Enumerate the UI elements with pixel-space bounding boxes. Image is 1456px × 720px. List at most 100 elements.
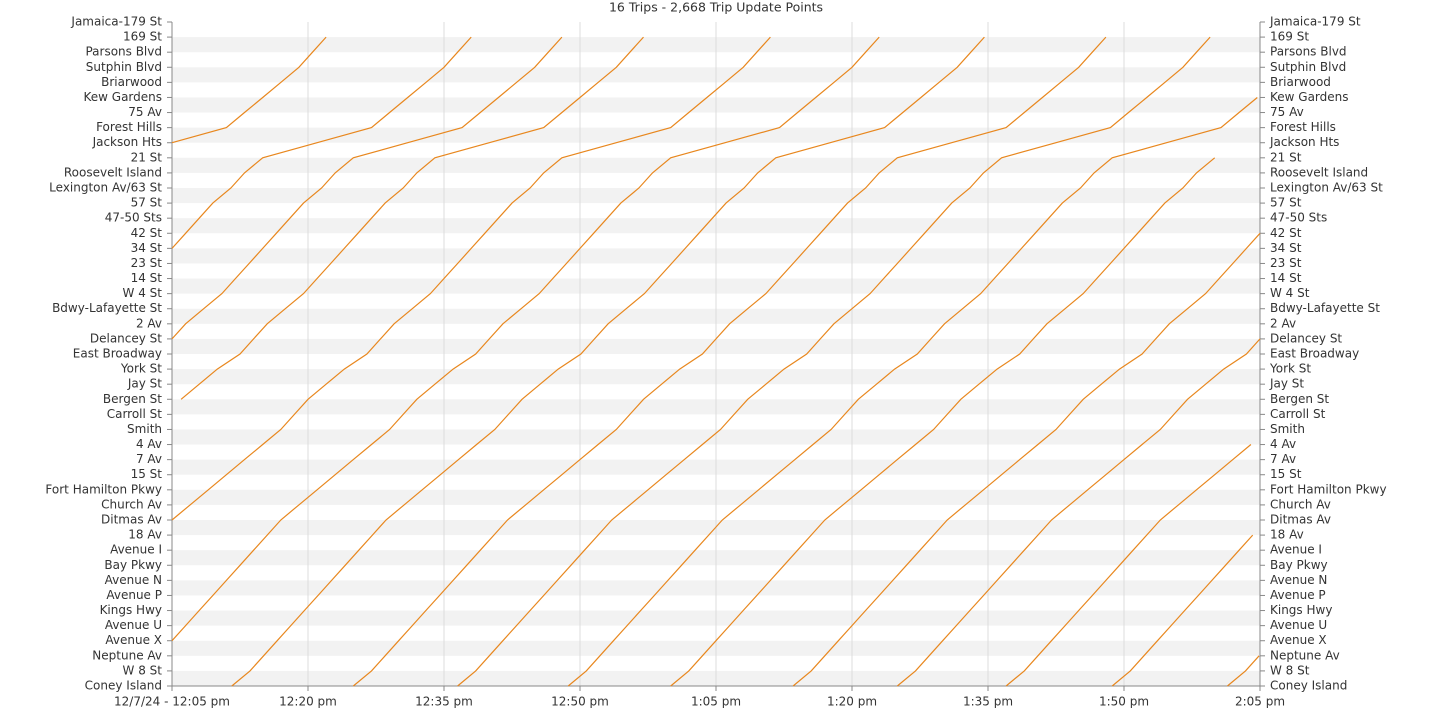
y-tick-label-right: Delancey St	[1270, 331, 1342, 345]
trip-line	[171, 36, 563, 340]
trip-line	[1227, 655, 1260, 687]
y-tick-label-right: 34 St	[1270, 241, 1302, 255]
trip-line	[231, 36, 985, 687]
y-tick-label-right: 42 St	[1270, 226, 1302, 240]
y-tick-label-right: York St	[1269, 362, 1311, 376]
y-tick-label: 2 Av	[136, 316, 162, 330]
y-tick-label-right: 21 St	[1270, 150, 1302, 164]
y-tick-label-right: 7 Av	[1270, 452, 1296, 466]
y-tick-label-right: 47-50 Sts	[1270, 211, 1327, 225]
y-tick-label: Avenue U	[105, 618, 162, 632]
trip-line	[1111, 534, 1254, 687]
x-tick-label: 12/7/24 - 12:05 pm	[114, 695, 230, 709]
y-tick-label: Jackson Hts	[92, 135, 162, 149]
y-tick-label: W 8 St	[123, 663, 163, 677]
y-tick-label: Delancey St	[90, 331, 162, 345]
y-tick-label: 15 St	[131, 467, 163, 481]
y-tick-label-right: 2 Av	[1270, 316, 1296, 330]
y-tick-label: Bergen St	[103, 392, 162, 406]
y-tick-label: East Broadway	[73, 347, 162, 361]
x-tick-label: 12:35 pm	[415, 695, 473, 709]
trip-line	[457, 36, 1211, 687]
y-tick-label: Avenue I	[110, 543, 162, 557]
y-tick-label-right: Sutphin Blvd	[1270, 60, 1346, 74]
y-tick-label-right: Bergen St	[1270, 392, 1329, 406]
y-tick-label-right: Carroll St	[1270, 407, 1326, 421]
y-tick-label-right: Kew Gardens	[1270, 90, 1349, 104]
y-tick-label: 4 Av	[136, 437, 162, 451]
y-tick-label: Church Av	[101, 497, 162, 511]
y-tick-label-right: Neptune Av	[1270, 648, 1340, 662]
y-tick-label-right: Ditmas Av	[1270, 513, 1331, 527]
y-tick-label-right: Avenue N	[1270, 573, 1327, 587]
y-tick-label: Forest Hills	[96, 120, 162, 134]
y-tick-label: Jamaica-179 St	[70, 15, 162, 29]
x-tick-label: 12:20 pm	[279, 695, 337, 709]
y-tick-label-right: 169 St	[1270, 30, 1309, 44]
y-tick-label-right: Avenue X	[1270, 633, 1327, 647]
y-tick-label-right: Forest Hills	[1270, 120, 1336, 134]
trip-line	[171, 36, 771, 521]
x-tick-label: 1:50 pm	[1099, 695, 1149, 709]
y-tick-label: Briarwood	[101, 75, 162, 89]
y-tick-label: Coney Island	[85, 679, 162, 693]
trip-line	[171, 36, 327, 144]
y-tick-label: Bay Pkwy	[104, 558, 162, 572]
y-tick-label-right: Lexington Av/63 St	[1270, 181, 1383, 195]
y-tick-label: W 4 St	[123, 286, 163, 300]
x-tick-label: 1:05 pm	[691, 695, 741, 709]
y-tick-label: Neptune Av	[92, 648, 162, 662]
y-tick-label: 42 St	[131, 226, 163, 240]
y-tick-label-right: Fort Hamilton Pkwy	[1270, 482, 1387, 496]
y-tick-label-right: 4 Av	[1270, 437, 1296, 451]
y-tick-label: 169 St	[123, 30, 162, 44]
y-tick-label-right: 75 Av	[1270, 105, 1304, 119]
trip-line	[792, 232, 1261, 687]
y-tick-label-right: Bay Pkwy	[1270, 558, 1328, 572]
trip-line	[352, 36, 1107, 687]
y-tick-label: 21 St	[131, 150, 163, 164]
y-tick-label-right: Jay St	[1269, 377, 1304, 391]
y-tick-label: Roosevelt Island	[64, 165, 162, 179]
y-tick-label: Kew Gardens	[83, 90, 162, 104]
y-tick-label: York St	[120, 362, 162, 376]
trip-line	[567, 97, 1258, 687]
y-tick-label-right: Avenue P	[1270, 588, 1326, 602]
y-tick-label: 23 St	[131, 256, 163, 270]
y-tick-label-right: 23 St	[1270, 256, 1302, 270]
y-tick-label: Carroll St	[107, 407, 163, 421]
x-tick-label: 1:35 pm	[963, 695, 1013, 709]
y-tick-label: Lexington Av/63 St	[49, 181, 162, 195]
y-tick-label: 14 St	[131, 271, 163, 285]
trip-line	[1005, 444, 1252, 687]
y-tick-label-right: East Broadway	[1270, 347, 1359, 361]
y-tick-label-right: W 4 St	[1270, 286, 1310, 300]
y-tick-label: Jay St	[127, 377, 162, 391]
y-tick-label-right: Kings Hwy	[1270, 603, 1332, 617]
y-tick-label-right: Church Av	[1270, 497, 1331, 511]
y-tick-label-right: Avenue U	[1270, 618, 1327, 632]
y-tick-label-right: Parsons Blvd	[1270, 45, 1347, 59]
x-tick-label: 12:50 pm	[551, 695, 609, 709]
y-tick-label-right: Smith	[1270, 422, 1305, 436]
y-tick-label: Sutphin Blvd	[86, 60, 162, 74]
trip-line	[670, 157, 1216, 687]
y-tick-label: 34 St	[131, 241, 163, 255]
y-tick-label-right: Coney Island	[1270, 679, 1347, 693]
y-tick-label-right: Bdwy-Lafayette St	[1270, 301, 1380, 315]
y-tick-label: Ditmas Av	[101, 513, 162, 527]
y-tick-label-right: Jamaica-179 St	[1269, 15, 1361, 29]
chart-title: 16 Trips - 2,668 Trip Update Points	[609, 0, 823, 15]
y-tick-label: 57 St	[131, 196, 163, 210]
trip-line	[171, 36, 472, 249]
y-tick-label: Bdwy-Lafayette St	[52, 301, 162, 315]
y-tick-label: 7 Av	[136, 452, 162, 466]
trip-line	[171, 36, 880, 642]
y-tick-label: Avenue N	[105, 573, 162, 587]
y-tick-label-right: Jackson Hts	[1269, 135, 1339, 149]
y-tick-label-right: W 8 St	[1270, 663, 1310, 677]
x-tick-label: 2:05 pm	[1235, 695, 1285, 709]
y-tick-label: Smith	[127, 422, 162, 436]
y-tick-label: Parsons Blvd	[85, 45, 162, 59]
